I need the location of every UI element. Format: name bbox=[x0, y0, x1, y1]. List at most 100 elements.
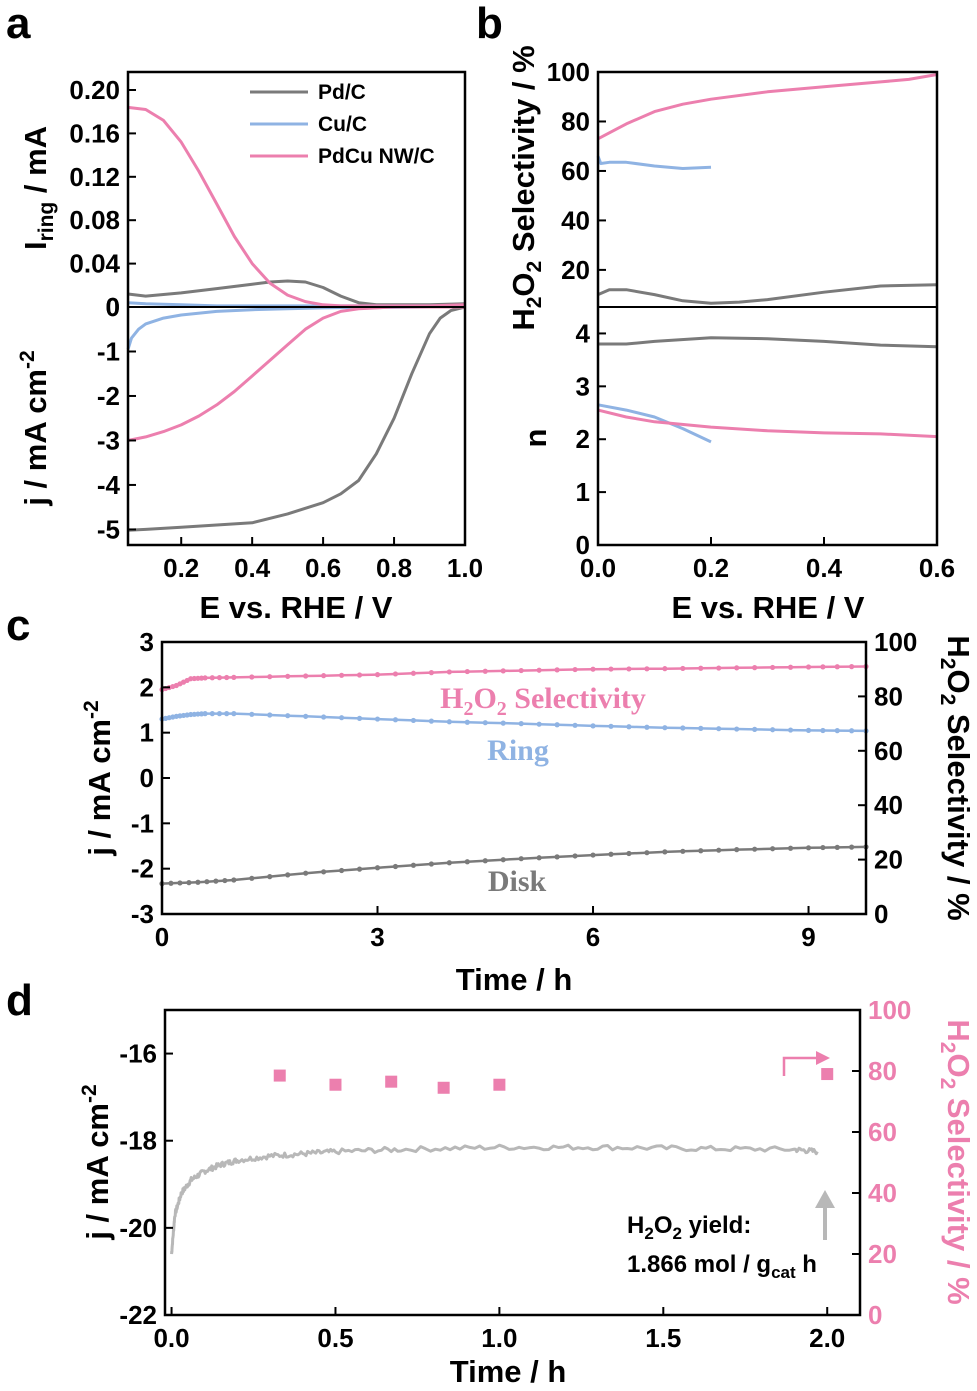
panel-a-xtick-label: 0.2 bbox=[163, 553, 199, 583]
panel-c-left-ytick-label: -1 bbox=[131, 808, 154, 838]
stability-curve-ring-point bbox=[518, 721, 524, 727]
stability-curve-disk-point bbox=[834, 844, 840, 850]
panel-d-left-ytick-label: -18 bbox=[119, 1126, 157, 1156]
stability-curve-disk-point bbox=[554, 854, 560, 860]
panel-d-right-ytick-right-label: 100 bbox=[868, 995, 911, 1025]
stability-curve-disk-point bbox=[734, 847, 740, 853]
stability-curve-disk-point bbox=[213, 878, 219, 884]
panel-a-bottom-ytick-label: -3 bbox=[97, 425, 120, 455]
stability-curve-disk-point bbox=[698, 848, 704, 854]
stability-curve-ring-point bbox=[662, 725, 668, 731]
panel-d-left-ylabel: j / mA cm-2 bbox=[78, 1084, 115, 1240]
stability-curve-disk-point bbox=[267, 874, 273, 880]
stability-curve-h2o2-selectivity-point bbox=[770, 664, 776, 671]
stability-curve-ring-point bbox=[680, 725, 686, 731]
panel-a-bottom-ytick-label: 0 bbox=[106, 292, 120, 322]
stability-curve-h2o2-selectivity-point bbox=[787, 664, 794, 670]
stability-curve-ring-point bbox=[752, 726, 758, 732]
stability-curve-disk-point bbox=[680, 848, 686, 854]
selectivity-curve-pdcu-nw-c bbox=[597, 73, 938, 141]
stability-curve-disk-point bbox=[285, 872, 291, 878]
panel-label-b: b bbox=[476, 0, 503, 48]
panel-c-xtick-label: 9 bbox=[801, 922, 815, 952]
stability-curve-h2o2-selectivity-point bbox=[820, 664, 826, 670]
stability-curve-disk-point bbox=[222, 877, 228, 884]
panel-d-right-ytick-right-label: 80 bbox=[868, 1056, 897, 1086]
panel-c-left-ytick-label: 2 bbox=[140, 672, 154, 702]
stability-curve-ring-point bbox=[267, 712, 273, 718]
stability-curve-ring-point bbox=[356, 715, 363, 721]
stability-curve-disk-point bbox=[177, 880, 183, 886]
stability-curve-h2o2-selectivity-point bbox=[626, 666, 632, 672]
panel-c-annotation-ring: Ring bbox=[487, 734, 549, 767]
panel-b-bottom-ytick-label: 1 bbox=[576, 477, 590, 507]
stability-curve-disk-point bbox=[752, 846, 758, 852]
n-curve-cu-c bbox=[597, 403, 712, 444]
panel-b: 0.0 0.2 0.4 0.6 20 40 60 80 100 0 1 2 3 4 E vs. RHE /… bbox=[506, 45, 955, 625]
disk-curve-pd-c bbox=[127, 305, 466, 532]
panel-a-xtick-label: 0.4 bbox=[234, 553, 271, 583]
panel-b-bottom-ylabel: n bbox=[518, 429, 553, 448]
panel-a: 0.2 0.4 0.6 0.8 1.000.040.080.120.160.200-1-… bbox=[16, 70, 483, 625]
panel-b-top-ytick-label: 20 bbox=[561, 255, 590, 285]
selectivity-marker bbox=[821, 1068, 834, 1081]
current-density-curve bbox=[170, 1143, 819, 1255]
stability-curve-ring-point bbox=[698, 725, 704, 731]
stability-curve-disk-point bbox=[446, 860, 452, 866]
stability-curve-ring-point bbox=[834, 728, 840, 734]
panel-a-xtick-label: 1.0 bbox=[447, 553, 483, 583]
stability-curve-h2o2-selectivity-point bbox=[834, 664, 840, 670]
stability-curve-disk-point bbox=[590, 852, 596, 858]
panel-a-top-ytick-label: 0.08 bbox=[69, 205, 120, 235]
legend-label-pdcu: PdCu NW/C bbox=[318, 145, 435, 168]
stability-curve-ring-point bbox=[392, 717, 399, 723]
panel-a-disk-series bbox=[126, 305, 466, 532]
panel-d-right-ytick-right-label: 60 bbox=[868, 1117, 897, 1147]
panel-d-left-ytick-label: -20 bbox=[119, 1213, 157, 1243]
stability-curve-h2o2-selectivity-point bbox=[216, 675, 223, 681]
panel-c-right-ytick-right-label: 80 bbox=[874, 681, 903, 711]
panel-c-left-ytick-label: 3 bbox=[140, 627, 154, 657]
stability-curve-ring-point bbox=[500, 720, 506, 726]
panel-b-top-ylabel: H2O2 Selectivity / % bbox=[506, 45, 546, 330]
stability-curve-h2o2-selectivity-point bbox=[392, 671, 399, 677]
stability-curve-h2o2-selectivity-point bbox=[446, 669, 452, 675]
panel-a-top-ytick-label: 0.16 bbox=[69, 118, 120, 148]
panel-a-ticks: 0.2 0.4 0.6 0.8 1.000.040.080.120.160.200-1-… bbox=[69, 75, 483, 583]
panel-c-series bbox=[159, 663, 869, 887]
panel-label-c: c bbox=[6, 601, 30, 650]
stability-curve-disk-point bbox=[204, 879, 210, 885]
panel-a-xtick-label: 0.6 bbox=[305, 553, 341, 583]
disk-curve-pdcu-nw-c bbox=[127, 305, 465, 442]
panel-d-left-ytick-label: -22 bbox=[119, 1300, 157, 1330]
panel-b-xtick-label: 0.2 bbox=[693, 553, 729, 583]
stability-curve-h2o2-selectivity-point bbox=[428, 670, 434, 676]
stability-curve-disk-point bbox=[186, 880, 192, 886]
stability-curve-h2o2-selectivity-point bbox=[590, 666, 596, 672]
stability-curve-ring-point bbox=[734, 726, 740, 732]
stability-curve-disk-point bbox=[770, 846, 776, 852]
selectivity-marker bbox=[437, 1081, 450, 1094]
stability-curve-disk-point bbox=[787, 845, 794, 851]
ring-curve-pd-c bbox=[127, 279, 466, 307]
selectivity-curve-cu-c bbox=[596, 155, 712, 170]
panel-d-xtick-label: 0.0 bbox=[153, 1323, 189, 1353]
panel-a-top-ytick-label: 0.20 bbox=[69, 75, 120, 105]
stability-curve-disk-point bbox=[608, 851, 614, 857]
stability-curve-ring-point bbox=[820, 727, 826, 734]
panel-c-right-ytick-right-label: 60 bbox=[874, 736, 903, 766]
stability-curve-disk-point bbox=[168, 880, 174, 886]
disk-curve-cu-c bbox=[126, 305, 465, 350]
panel-a-top-ytick-label: 0 bbox=[106, 292, 120, 322]
panel-d-right-ytick-right-label: 40 bbox=[868, 1178, 897, 1208]
panel-a-xlabel: E vs. RHE / V bbox=[200, 590, 393, 625]
panel-c-xtick-label: 3 bbox=[370, 922, 384, 952]
panel-a-xtick-label: 0.8 bbox=[376, 553, 412, 583]
panel-d-xtick-label: 1.5 bbox=[645, 1323, 681, 1353]
yield-note-line2: 1.866 mol / gcat h bbox=[627, 1251, 817, 1282]
stability-curve-ring-point bbox=[716, 726, 722, 732]
legend-label-cuc: Cu/C bbox=[318, 113, 367, 136]
stability-curve-h2o2-selectivity-point bbox=[500, 668, 506, 674]
ring-curve-pdcu-nw-c bbox=[127, 105, 466, 308]
